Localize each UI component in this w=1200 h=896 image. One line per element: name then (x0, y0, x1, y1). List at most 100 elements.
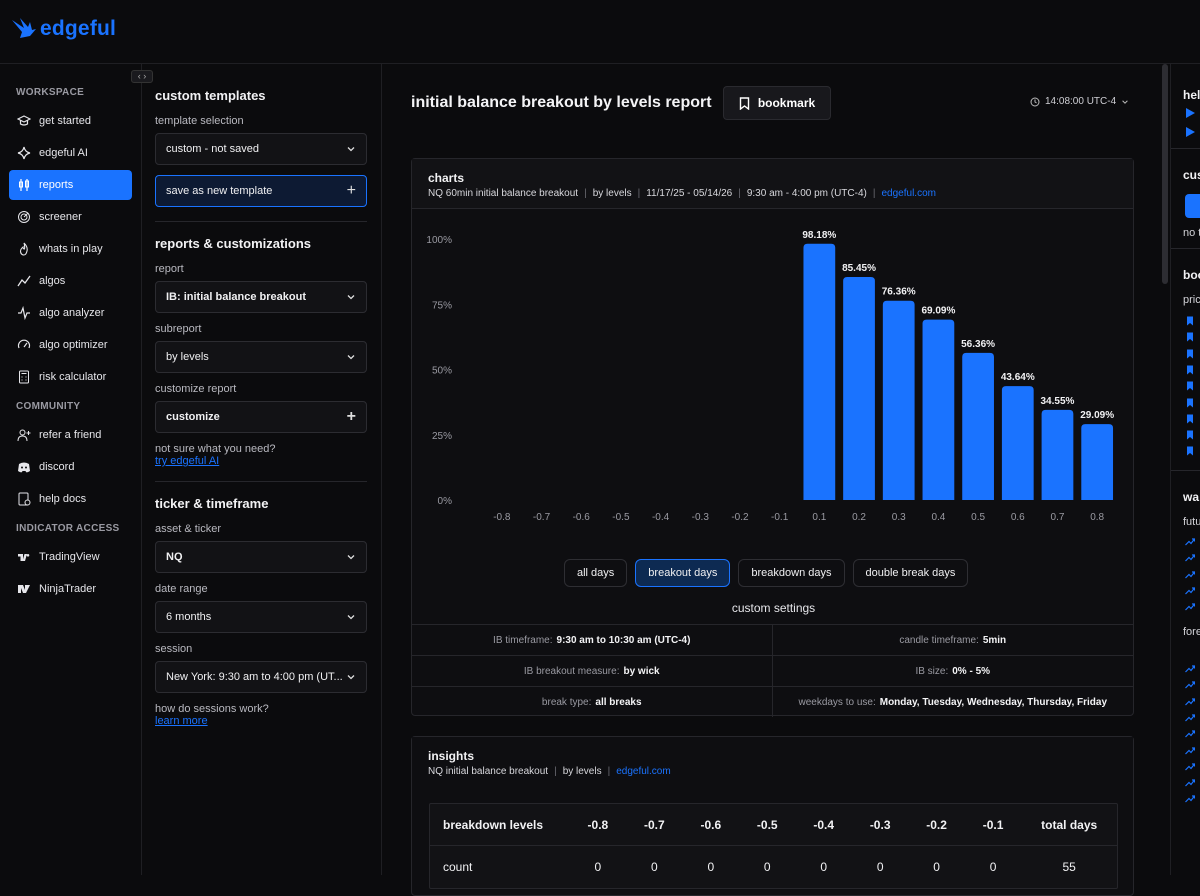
setting-cell: IB size: 0% - 5% (772, 655, 1133, 686)
sidebar-item-tradingview[interactable]: TradingView (9, 542, 132, 572)
play-icon[interactable] (1185, 108, 1195, 118)
sidebar-item-ninjatrader[interactable]: NinjaTrader (9, 574, 132, 604)
bar[interactable] (922, 319, 955, 500)
customization-panel: custom templates template selection cust… (142, 64, 382, 875)
bar[interactable] (1001, 386, 1034, 500)
trend-up-icon[interactable] (1185, 762, 1195, 772)
bar[interactable] (1081, 424, 1114, 500)
sidebar-item-edgeful-ai[interactable]: edgeful AI (9, 138, 132, 168)
trend-up-icon[interactable] (1185, 553, 1195, 563)
bookmark-icon[interactable] (1185, 430, 1195, 440)
no-templates-text: no t (1183, 227, 1200, 239)
sidebar-item-label: screener (39, 211, 82, 223)
session-dropdown[interactable]: New York: 9:30 am to 4:00 pm (UT... (155, 661, 367, 693)
trend-up-icon[interactable] (1185, 697, 1195, 707)
session-label: session (155, 643, 193, 655)
bar[interactable] (803, 243, 836, 501)
workspace-heading: WORKSPACE (16, 87, 85, 98)
sidebar-item-algo-analyzer[interactable]: algo analyzer (9, 298, 132, 328)
sidebar-item-discord[interactable]: discord (9, 452, 132, 482)
trend-up-icon[interactable] (1185, 680, 1195, 690)
charts-subtitle: NQ 60min initial balance breakout | by le… (428, 188, 936, 199)
trend-up-icon[interactable] (1185, 729, 1195, 739)
sidebar-item-label: TradingView (39, 551, 100, 563)
time-display[interactable]: 14:08:00 UTC-4 (1030, 96, 1129, 107)
charts-title: charts (428, 171, 465, 185)
chevron-down-icon (1122, 99, 1128, 104)
main-scrollbar[interactable] (1162, 64, 1168, 284)
trend-up-icon[interactable] (1185, 794, 1195, 804)
trend-up-icon[interactable] (1185, 664, 1195, 674)
report-dropdown[interactable]: IB: initial balance breakout (155, 281, 367, 313)
x-tick-label: -0.7 (533, 512, 551, 523)
forex-label: fore (1183, 626, 1200, 638)
price-label: pric (1183, 294, 1200, 306)
top-bar: edgeful (0, 0, 1200, 64)
trend-up-icon[interactable] (1185, 537, 1195, 547)
table-header-cell: -0.5 (756, 817, 778, 832)
toggle-all-days[interactable]: all days (564, 559, 628, 587)
custom-blue-button[interactable] (1185, 194, 1200, 218)
customize-button[interactable]: customize + (155, 401, 367, 433)
user-plus-icon (17, 429, 31, 442)
sidebar-item-get-started[interactable]: get started (9, 106, 132, 136)
template-selection-dropdown[interactable]: custom - not saved (155, 133, 367, 165)
try-ai-link[interactable]: try edgeful AI (155, 455, 220, 467)
toggle-breakout-days[interactable]: breakout days (635, 559, 731, 587)
date-range-dropdown[interactable]: 6 months (155, 601, 367, 633)
subreport-dropdown[interactable]: by levels (155, 341, 367, 373)
bar[interactable] (843, 276, 875, 500)
bar[interactable] (1041, 409, 1074, 500)
trend-up-icon[interactable] (1185, 778, 1195, 788)
bookmark-icon[interactable] (1185, 365, 1195, 375)
trend-up-icon[interactable] (1185, 570, 1195, 580)
sidebar-item-whats-in-play[interactable]: whats in play (9, 234, 132, 264)
edgeful-link[interactable]: edgeful.com (881, 188, 936, 199)
brand-name: edgeful (40, 17, 117, 40)
table-header-cell: -0.1 (982, 817, 1004, 832)
x-tick-label: -0.8 (493, 512, 511, 523)
table-header-cell: -0.2 (926, 817, 947, 832)
bookmark-icon[interactable] (1185, 414, 1195, 424)
bookmark-icon[interactable] (1185, 332, 1195, 342)
x-tick-label: 0.7 (1051, 512, 1065, 523)
trend-up-icon[interactable] (1185, 746, 1195, 756)
setting-key: IB breakout measure: (523, 665, 620, 677)
play-icon[interactable] (1185, 127, 1195, 137)
save-template-button[interactable]: save as new template + (155, 175, 367, 207)
sidebar-item-refer-a-friend[interactable]: refer a friend (9, 420, 132, 450)
bar[interactable] (882, 300, 915, 500)
x-tick-label: -0.4 (652, 512, 670, 523)
sidebar-item-risk-calculator[interactable]: risk calculator (9, 362, 132, 392)
toggle-double-break-days[interactable]: double break days (852, 559, 969, 587)
setting-value: by wick (623, 665, 660, 677)
toggle-breakdown-days[interactable]: breakdown days (738, 559, 845, 587)
collapse-sidebar-button[interactable]: ‹ › (131, 70, 153, 83)
bookmark-label: bookmark (757, 96, 816, 110)
bookmark-button[interactable]: bookmark (723, 86, 831, 120)
trend-up-icon[interactable] (1185, 586, 1195, 596)
learn-more-link[interactable]: learn more (155, 715, 208, 727)
y-tick-label: 100% (426, 235, 452, 246)
asset-dropdown[interactable]: NQ (155, 541, 367, 573)
sidebar-item-screener[interactable]: screener (9, 202, 132, 232)
bookmark-icon[interactable] (1185, 316, 1195, 326)
bar[interactable] (962, 352, 994, 500)
trend-up-icon[interactable] (1185, 713, 1195, 723)
trend-up-icon[interactable] (1185, 602, 1195, 612)
bookmark-icon[interactable] (1185, 398, 1195, 408)
date-range-label: date range (155, 583, 208, 595)
bookmark-icon[interactable] (1185, 349, 1195, 359)
data-label: 69.09% (921, 306, 955, 317)
setting-cell: IB breakout measure: by wick (412, 655, 773, 686)
edgeful-logo[interactable]: edgeful (10, 14, 116, 44)
bookmark-icon[interactable] (1185, 446, 1195, 456)
edgeful-link[interactable]: edgeful.com (616, 766, 671, 777)
sidebar-item-algo-optimizer[interactable]: algo optimizer (9, 330, 132, 360)
bookmark-icon[interactable] (1185, 381, 1195, 391)
sidebar-item-reports[interactable]: reports (9, 170, 132, 200)
sidebar-item-help-docs[interactable]: help docs (9, 484, 132, 514)
x-tick-label: 0.4 (931, 512, 945, 523)
charts-sub-levels: by levels (592, 188, 632, 199)
sidebar-item-algos[interactable]: algos (9, 266, 132, 296)
